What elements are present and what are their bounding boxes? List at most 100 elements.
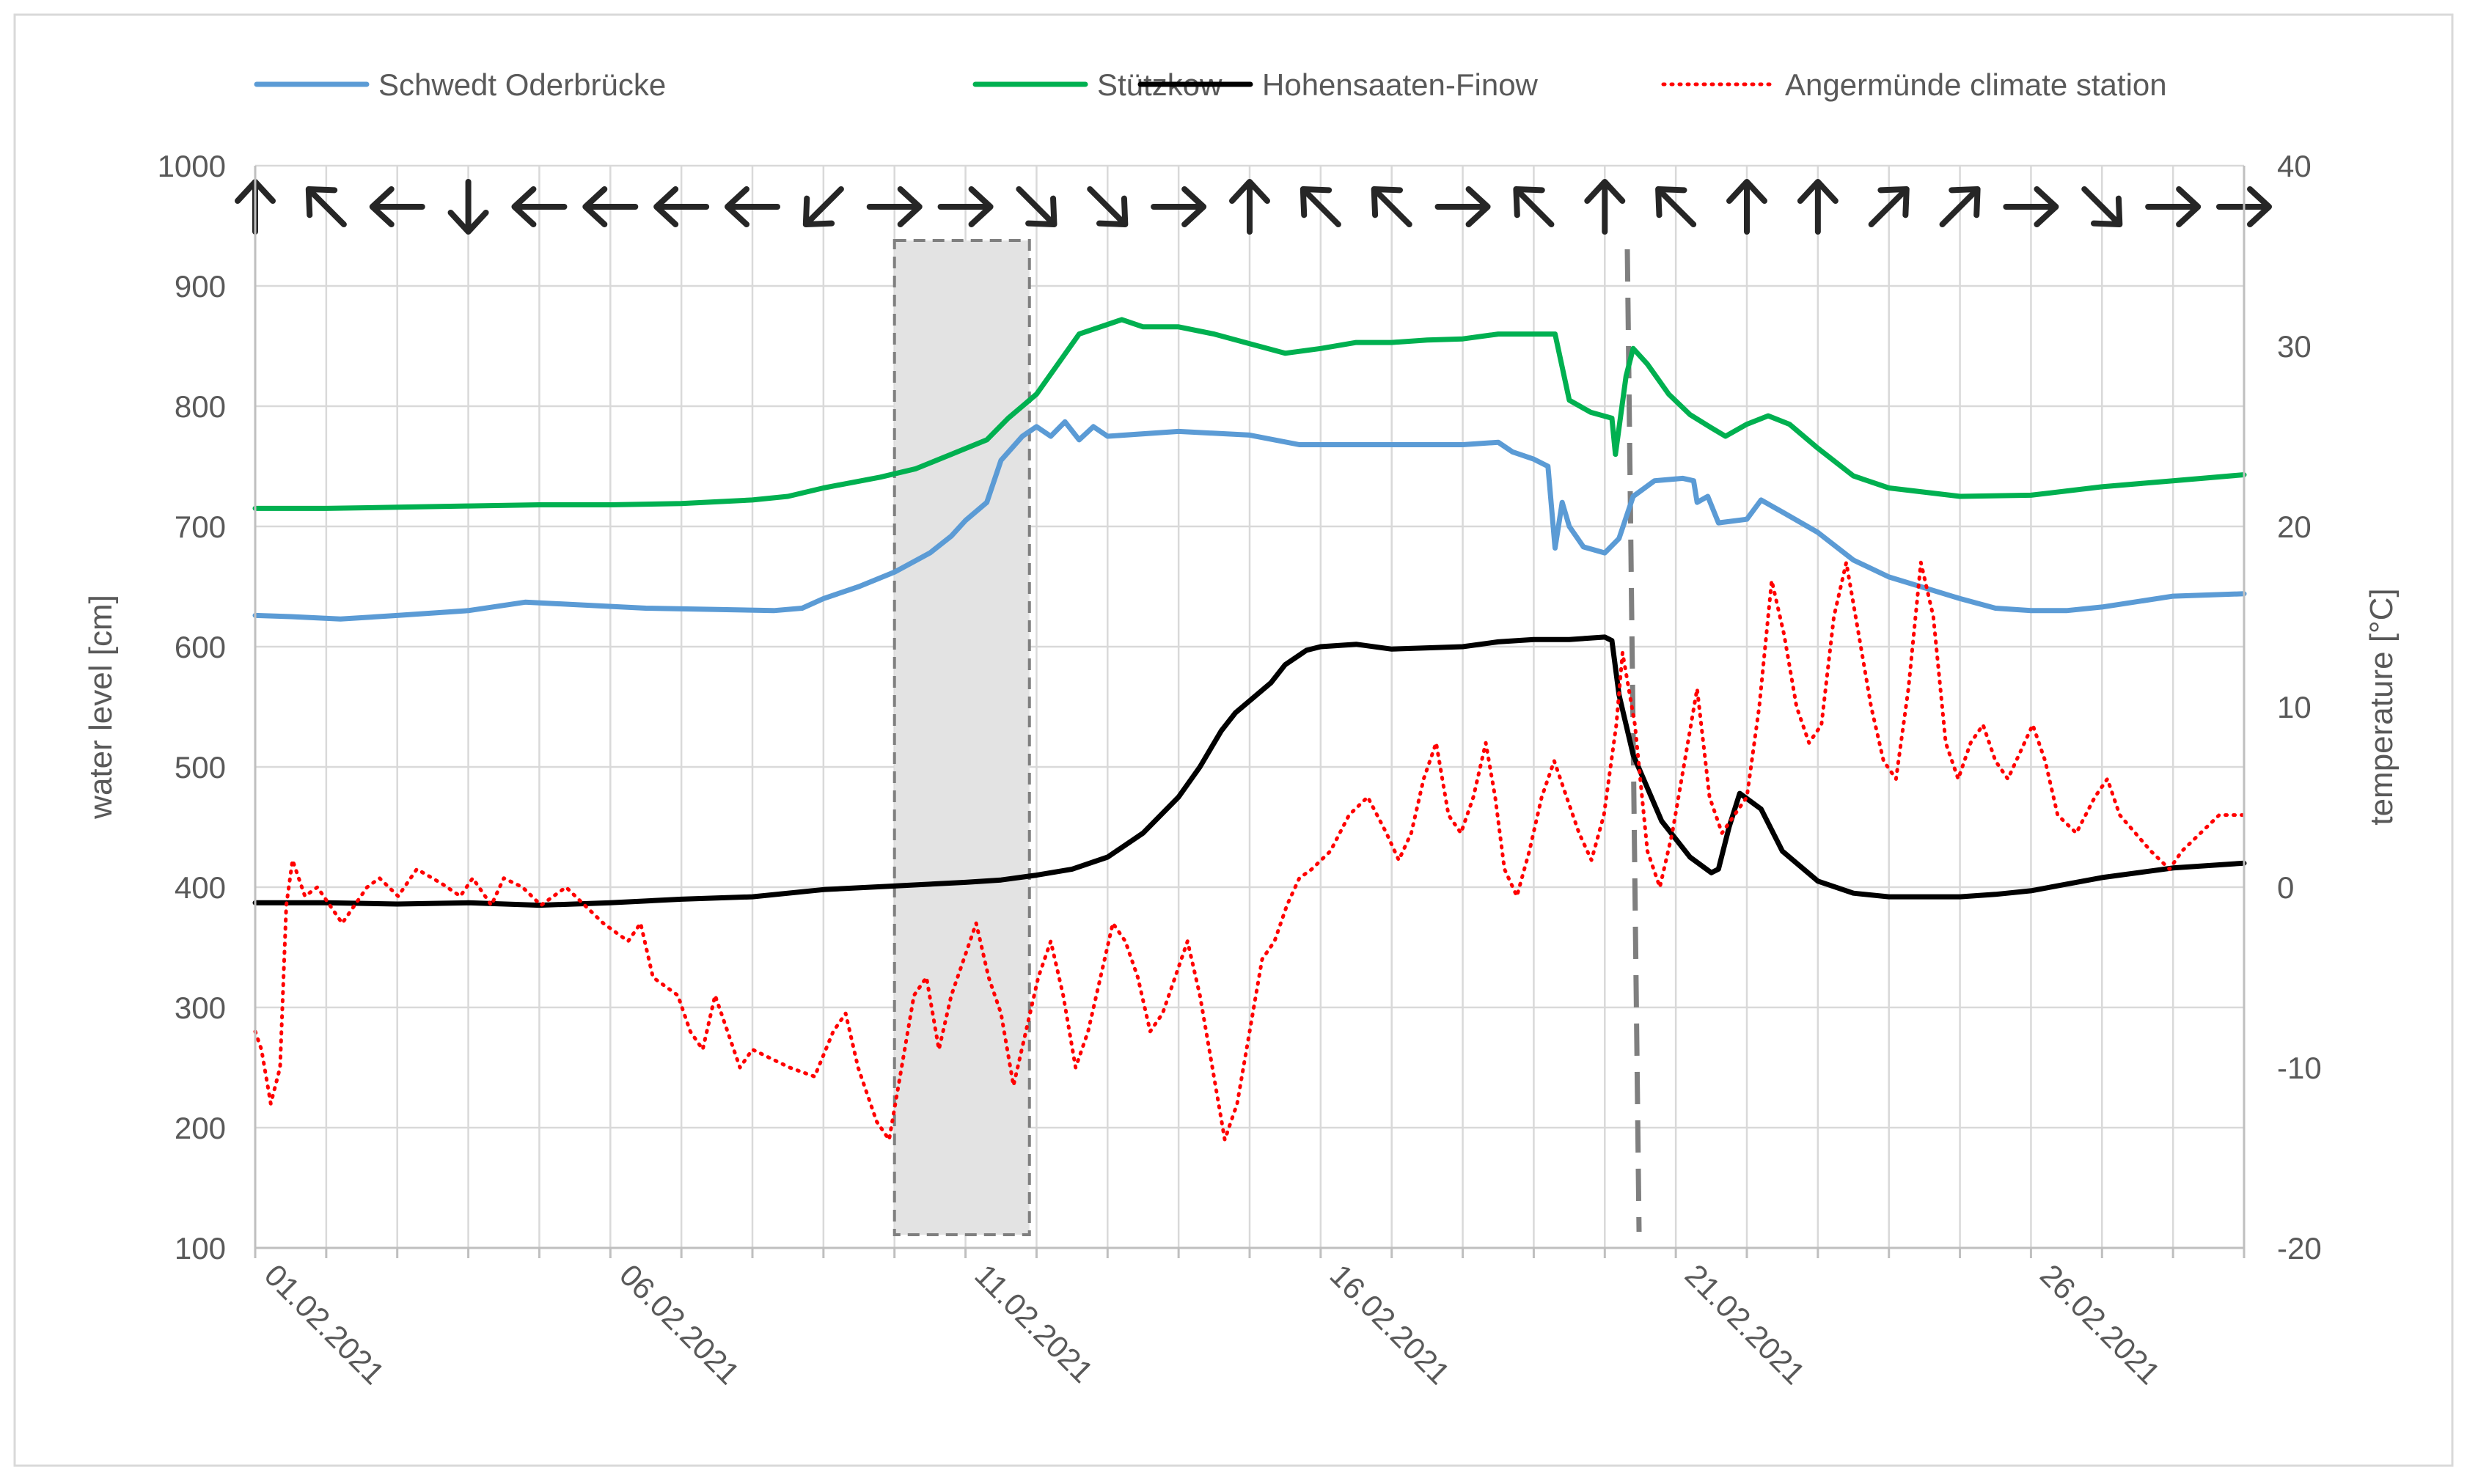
wind-arrow-head <box>1797 179 1839 204</box>
wind-arrow-right-icon <box>1434 186 1491 227</box>
event-dashed-line <box>1624 249 1642 1233</box>
y-right-tick-label: 30 <box>2277 329 2312 364</box>
wind-arrow-head <box>2090 195 2123 228</box>
wind-arrow-head <box>369 186 395 227</box>
wind-arrow-up-icon <box>1797 179 1839 235</box>
wind-arrow-up-left-icon <box>305 186 347 228</box>
y-right-tick-label: 20 <box>2277 510 2312 544</box>
y-left-tick-label: 1000 <box>158 149 226 183</box>
series-line-2 <box>252 634 2247 908</box>
legend: Schwedt Oderbrücke Stützkow Hohensaaten-Fi… <box>254 67 2167 102</box>
y-left-tick-label: 700 <box>175 510 226 544</box>
wind-arrow-up-left-icon <box>1513 186 1555 228</box>
wind-arrow-up-icon <box>1726 179 1767 235</box>
y-right-axis-title: temperature [°C] <box>2364 588 2400 825</box>
wind-arrow-down-right-icon <box>1087 186 1129 228</box>
wind-arrow-head <box>1949 186 1981 218</box>
wind-arrow-down-icon <box>447 179 489 235</box>
wind-arrow-shaft <box>1656 187 1697 228</box>
wind-arrow-head <box>305 186 338 218</box>
series-group <box>252 317 2247 1142</box>
wind-arrow-right-icon <box>866 186 923 227</box>
wind-arrow-shaft <box>1514 187 1555 228</box>
wind-arrow-left-icon <box>653 186 710 227</box>
wind-arrow-up-icon <box>1584 179 1626 235</box>
y-left-tick-label: 500 <box>175 750 226 785</box>
wind-arrow-down-left-icon <box>802 186 844 228</box>
wind-arrow-left-icon <box>582 186 639 227</box>
y-right-tick-label: -10 <box>2277 1051 2322 1085</box>
wind-arrow-left-icon <box>369 186 425 227</box>
wind-arrow-head <box>1229 179 1270 204</box>
series-line-3 <box>253 560 2246 1142</box>
y-left-tick-label: 800 <box>175 389 226 424</box>
wind-arrow-head <box>1371 186 1404 218</box>
y-right-tick-label: 0 <box>2277 870 2294 905</box>
wind-arrow-head <box>2176 186 2202 227</box>
wind-arrow-right-icon <box>1151 186 1207 227</box>
y-left-axis-title: water level [cm] <box>83 595 119 820</box>
wind-arrow-shaft <box>307 187 347 228</box>
y-right-tick-label: 10 <box>2277 690 2312 724</box>
y-left-tick-label: 200 <box>175 1111 226 1145</box>
wind-arrow-down-right-icon <box>1016 186 1057 228</box>
wind-arrow-head <box>897 186 923 227</box>
wind-arrow-right-icon <box>2145 186 2202 227</box>
shaded-period-box <box>892 239 1031 1236</box>
wind-arrow-head <box>511 186 537 227</box>
wind-arrow-up-left-icon <box>1371 186 1412 228</box>
chart-frame <box>13 13 2454 1467</box>
wind-arrow-right-icon <box>937 186 994 227</box>
wind-arrow-head <box>725 186 749 227</box>
wind-arrow-head <box>1300 186 1333 218</box>
legend-label-3: Angermünde climate station <box>1785 67 2167 102</box>
wind-arrow-head <box>447 210 489 235</box>
wind-arrow-shaft <box>1868 187 1909 228</box>
wind-arrow-shaft <box>1301 187 1341 228</box>
wind-arrow-left-icon <box>725 186 780 227</box>
y-left-tick-label: 600 <box>175 630 226 664</box>
legend-label-0: Schwedt Oderbrücke <box>378 67 666 102</box>
wind-arrow-shaft <box>1016 186 1057 227</box>
wind-arrow-head <box>802 195 835 228</box>
wind-arrow-shaft <box>1087 186 1127 227</box>
wind-arrow-head <box>653 186 679 227</box>
wind-arrow-left-icon <box>511 186 568 227</box>
wind-arrow-head <box>2034 186 2059 227</box>
wind-arrow-head <box>968 186 994 227</box>
y-right-tick-label: 40 <box>2277 149 2312 183</box>
legend-label-2: Hohensaaten-Finow <box>1262 67 1539 102</box>
wind-arrow-up-right-icon <box>1939 186 1981 228</box>
series-line-0 <box>252 419 2247 622</box>
wind-arrow-head <box>1513 186 1545 218</box>
wind-arrow-shaft <box>1372 187 1412 228</box>
wind-arrow-shaft <box>1939 187 1980 228</box>
wind-arrow-shaft <box>804 186 844 227</box>
y-left-tick-label: 900 <box>175 269 226 304</box>
wind-arrow-down-right-icon <box>2081 186 2123 228</box>
wind-arrow-up-icon <box>1229 179 1270 235</box>
wind-arrow-head <box>1726 179 1767 204</box>
wind-arrow-up-left-icon <box>1300 186 1341 228</box>
wind-arrow-head <box>1181 186 1207 227</box>
wind-arrow-head <box>1877 186 1910 218</box>
wind-arrow-head <box>2247 186 2272 227</box>
wind-arrow-up-right-icon <box>1868 186 1910 228</box>
y-left-tick-label: 300 <box>175 991 226 1025</box>
wind-arrow-head <box>1096 195 1129 228</box>
wind-arrow-up-left-icon <box>1655 186 1697 228</box>
annotations <box>892 239 1642 1236</box>
wind-arrow-head <box>1025 195 1057 228</box>
y-left-tick-label: 100 <box>175 1231 226 1266</box>
wind-arrow-right-icon <box>2003 186 2059 227</box>
y-left-tick-label: 400 <box>175 870 226 905</box>
wind-arrows <box>235 179 2272 235</box>
wind-arrow-head <box>1584 179 1626 204</box>
wind-arrow-head <box>582 186 608 227</box>
wind-arrow-head <box>1465 186 1491 227</box>
series-line-1 <box>252 317 2247 511</box>
y-right-tick-label: -20 <box>2277 1231 2322 1266</box>
wind-arrow-head <box>1655 186 1687 218</box>
